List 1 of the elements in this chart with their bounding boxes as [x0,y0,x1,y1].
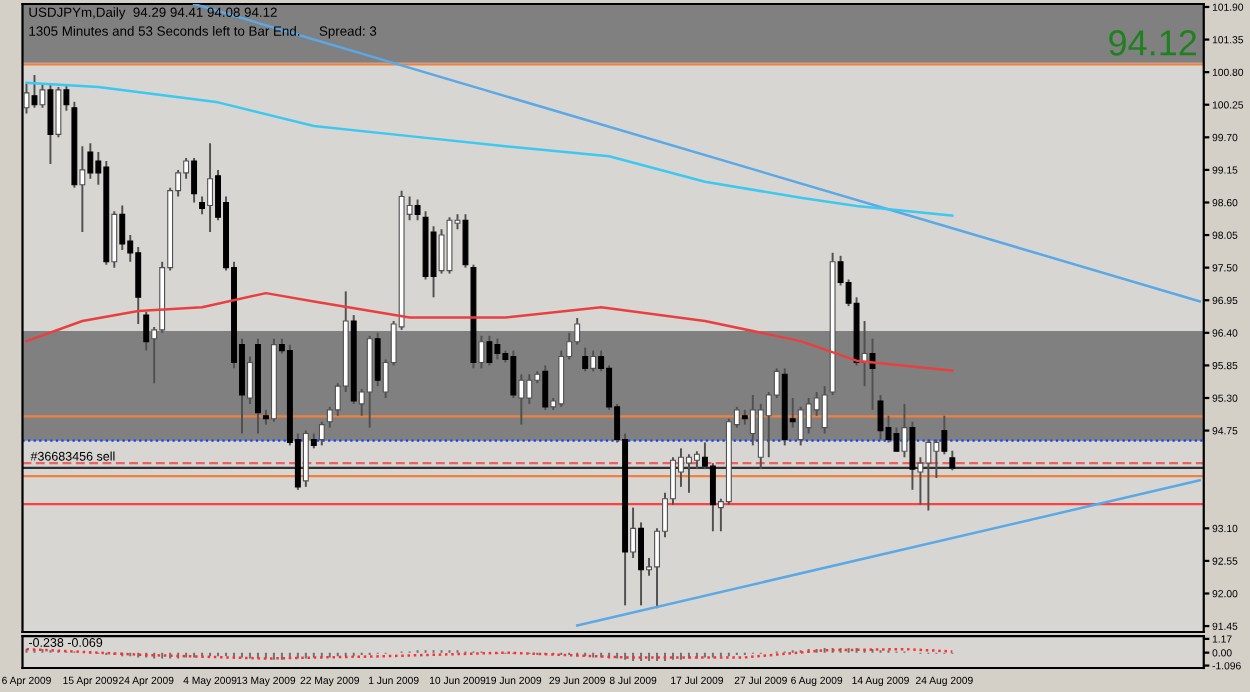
annotation: 94.12 [1109,30,1197,56]
